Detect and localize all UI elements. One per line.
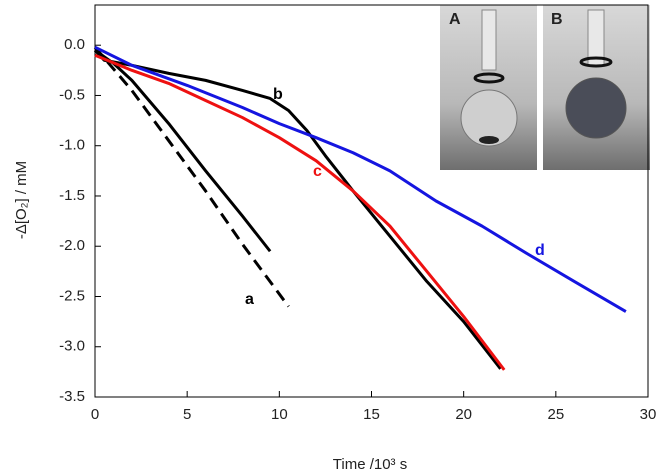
- x-axis-label: Time /10³ s: [333, 456, 407, 473]
- x-tick-label: 20: [455, 406, 472, 423]
- series-line: [93, 49, 502, 370]
- x-tick-label: 10: [271, 406, 288, 423]
- series-label: c: [313, 163, 322, 180]
- y-tick-label: -2.0: [59, 237, 85, 254]
- series-label: a: [245, 291, 254, 308]
- y-tick-label: -3.0: [59, 338, 85, 355]
- photo-label: B: [551, 11, 563, 28]
- y-axis-label: -Δ[O₂] / mM: [13, 161, 30, 239]
- series-line: [93, 46, 290, 308]
- series-label: b: [273, 86, 283, 103]
- x-tick-label: 15: [363, 406, 380, 423]
- series-label: d: [535, 242, 545, 259]
- x-tick-label: 25: [547, 406, 564, 423]
- photo-a: [440, 5, 537, 170]
- y-tick-label: -1.5: [59, 187, 85, 204]
- photo-label: A: [449, 11, 461, 28]
- x-tick-label: 30: [640, 406, 657, 423]
- y-tick-label: -0.5: [59, 86, 85, 103]
- y-tick-label: -1.0: [59, 137, 85, 154]
- series-line: [94, 53, 506, 371]
- series-line: [94, 45, 627, 313]
- y-tick-label: -2.5: [59, 287, 85, 304]
- series-line: [94, 49, 272, 253]
- x-tick-label: 5: [183, 406, 191, 423]
- x-tick-label: 0: [91, 406, 99, 423]
- y-tick-label: -3.5: [59, 388, 85, 405]
- photo-b: [543, 5, 650, 170]
- y-tick-label: 0.0: [64, 36, 85, 53]
